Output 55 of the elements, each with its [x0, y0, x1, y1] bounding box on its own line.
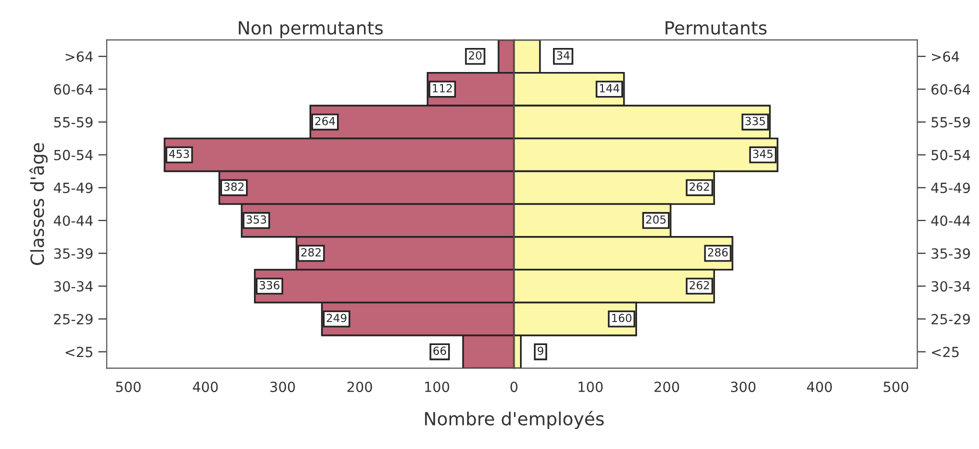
y-tick-label: 25-29 — [932, 314, 970, 324]
y-axis-title: Classes d'âge — [29, 143, 48, 265]
y-tick-label: >64 — [932, 51, 960, 62]
x-tick-label: 500 — [116, 382, 141, 392]
y-tick-label: >64 — [66, 51, 93, 62]
y-tick-label: 60-64 — [54, 84, 93, 95]
y-tick-label: 45-49 — [931, 182, 970, 194]
y-tick-label: <25 — [66, 346, 92, 358]
data-label: 112 — [432, 84, 452, 92]
data-label: 34 — [556, 51, 570, 60]
chart-title: Permutants — [666, 21, 767, 35]
x-tick-label: 100 — [425, 382, 450, 392]
y-tick-label: 40-44 — [931, 215, 970, 226]
y-tick-label: 25-29 — [54, 314, 93, 324]
x-tick-label: 500 — [884, 382, 908, 392]
y-tick-label: 35-39 — [54, 248, 93, 259]
data-label: 249 — [326, 314, 346, 322]
data-label: 9 — [538, 346, 544, 355]
y-tick-label: 35-39 — [932, 248, 970, 259]
x-tick-label: 0 — [510, 382, 518, 392]
data-label: 66 — [433, 346, 446, 355]
y-tick-label: 50-54 — [54, 150, 93, 160]
x-tick-label: 400 — [806, 382, 832, 392]
y-tick-label: 30-34 — [54, 281, 93, 292]
data-label: 382 — [224, 182, 244, 191]
x-axis-title: Nombre d'employés — [425, 410, 604, 430]
y-tick-label: 55-59 — [932, 116, 970, 128]
x-tick-label: 400 — [192, 382, 218, 392]
x-tick-label: 100 — [578, 382, 603, 392]
data-label: 262 — [690, 182, 709, 191]
chart-title: Non permutants — [238, 21, 383, 38]
data-label: 264 — [315, 116, 335, 126]
y-tick-label: 40-44 — [54, 215, 93, 226]
data-label: 262 — [690, 280, 709, 290]
y-tick-label: <25 — [932, 346, 959, 358]
y-tick-label: 50-54 — [932, 150, 970, 160]
x-tick-label: 200 — [347, 382, 372, 392]
y-tick-label: 60-64 — [931, 84, 970, 95]
data-label: 353 — [246, 215, 266, 224]
data-label: 453 — [169, 150, 189, 158]
y-tick-label: 55-59 — [54, 116, 93, 128]
data-label: 286 — [708, 248, 728, 257]
y-tick-label: 45-49 — [54, 182, 93, 194]
data-label: 282 — [301, 248, 321, 257]
x-tick-label: 300 — [730, 382, 756, 392]
data-label: 205 — [646, 215, 666, 224]
data-label: 335 — [745, 116, 765, 126]
data-label: 20 — [468, 51, 482, 60]
data-label: 345 — [753, 150, 773, 158]
data-label: 160 — [612, 314, 632, 322]
x-tick-label: 300 — [270, 382, 295, 392]
data-label: 336 — [260, 280, 280, 290]
x-tick-label: 200 — [654, 382, 680, 392]
y-tick-label: 30-34 — [932, 281, 970, 292]
data-label: 144 — [600, 84, 620, 92]
